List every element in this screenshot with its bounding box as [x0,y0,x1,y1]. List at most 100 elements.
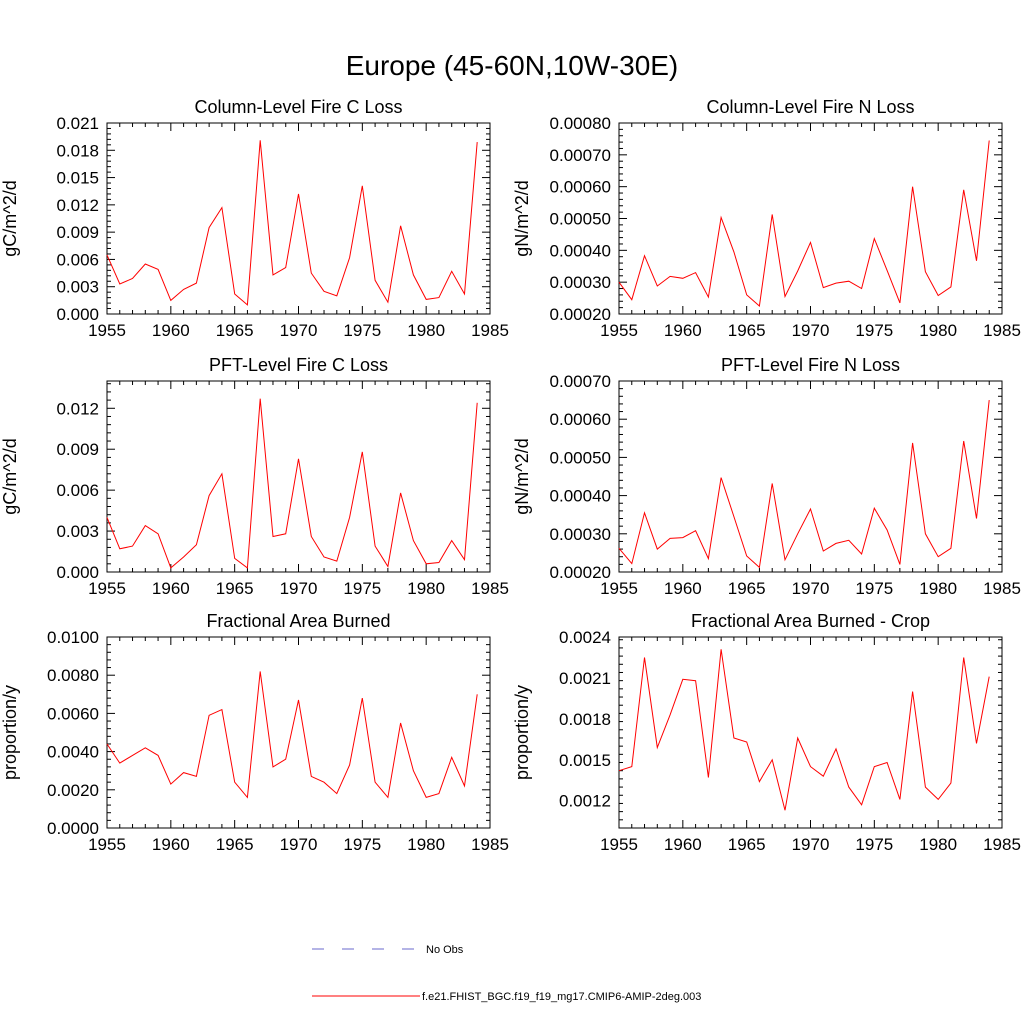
x-tick-label: 1980 [407,579,445,598]
x-tick-label: 1970 [792,835,830,854]
x-tick-label: 1965 [216,321,254,340]
y-tick-label: 0.00020 [550,305,611,324]
x-tick-label: 1960 [152,835,190,854]
panel-pft-level-fire-c-loss: PFT-Level Fire C Loss 1955 1960 1965 1970 197… [0,355,509,598]
y-tick-label: 0.000 [56,305,99,324]
y-tick-label: 0.0015 [559,751,611,770]
y-tick-label: 0.00040 [550,241,611,260]
x-tick-label: 1975 [343,321,381,340]
panel-title: Fractional Area Burned - Crop [691,611,930,631]
x-tick-label: 1965 [728,321,766,340]
y-tick-label: 0.0024 [559,628,611,647]
y-axis-label: gN/m^2/d [512,438,532,514]
x-tick-label: 1975 [855,579,893,598]
panel-title: Fractional Area Burned [206,611,390,631]
x-tick-label: 1960 [664,321,702,340]
y-tick-label: 0.00020 [550,563,611,582]
y-tick-label: 0.00030 [550,525,611,544]
y-tick-label: 0.0018 [559,710,611,729]
x-tick-label: 1965 [728,835,766,854]
series-line [618,649,990,811]
series-line [106,671,478,799]
plot-frame [618,122,1003,315]
y-axis-label: proportion/y [512,685,532,780]
series-line [618,140,990,307]
x-tick-label: 1975 [855,835,893,854]
y-axis-label: gC/m^2/d [0,438,20,514]
y-tick-label: 0.00060 [550,178,611,197]
x-tick-label: 1985 [983,835,1021,854]
legend-model-label: f.e21.FHIST_BGC.f19_f19_mg17.CMIP6-AMIP-… [422,991,701,1003]
x-tick-label: 1970 [792,321,830,340]
x-tick-label: 1955 [88,835,126,854]
x-tick-label: 1965 [728,579,766,598]
y-tick-label: 0.0100 [47,628,99,647]
y-tick-label: 0.006 [56,481,99,500]
x-tick-label: 1980 [407,321,445,340]
x-tick-label: 1985 [471,579,509,598]
x-tick-label: 1985 [983,579,1021,598]
x-tick-label: 1955 [600,321,638,340]
y-axis-label: proportion/y [0,685,20,780]
x-tick-label: 1980 [919,835,957,854]
x-tick-label: 1955 [600,579,638,598]
x-tick-label: 1970 [280,321,318,340]
x-tick-label: 1975 [343,579,381,598]
y-tick-label: 0.0040 [47,743,99,762]
y-axis-label: gC/m^2/d [0,180,20,256]
x-tick-label: 1955 [88,321,126,340]
x-tick-label: 1970 [280,579,318,598]
y-tick-label: 0.0060 [47,704,99,723]
x-tick-label: 1970 [280,835,318,854]
y-tick-label: 0.00030 [550,273,611,292]
y-tick-label: 0.000 [56,563,99,582]
y-tick-label: 0.018 [56,141,99,160]
panel-fractional-area-burned-crop: Fractional Area Burned - Crop 1955 1960 196… [512,611,1021,854]
y-tick-label: 0.0021 [559,669,611,688]
y-tick-label: 0.003 [56,278,99,297]
x-tick-label: 1970 [792,579,830,598]
panel-column-level-fire-n-loss: Column-Level Fire N Loss 1955 1960 1965 1970… [512,97,1021,340]
x-tick-label: 1960 [664,835,702,854]
y-tick-label: 0.015 [56,169,99,188]
y-tick-label: 0.006 [56,250,99,269]
x-tick-label: 1980 [407,835,445,854]
y-tick-label: 0.0020 [47,781,99,800]
x-tick-label: 1955 [600,835,638,854]
x-tick-label: 1960 [152,321,190,340]
panel-title: PFT-Level Fire N Loss [721,355,900,375]
x-tick-label: 1965 [216,835,254,854]
x-tick-label: 1975 [855,321,893,340]
y-tick-label: 0.00050 [550,210,611,229]
x-tick-label: 1960 [664,579,702,598]
x-tick-label: 1975 [343,835,381,854]
plot-frame [106,636,491,829]
x-tick-label: 1960 [152,579,190,598]
panel-title: Column-Level Fire C Loss [194,97,402,117]
x-tick-label: 1980 [919,321,957,340]
series-line [106,140,478,306]
y-tick-label: 0.00080 [550,114,611,133]
x-tick-label: 1980 [919,579,957,598]
plot-frame [106,380,491,573]
plot-frame [618,380,1003,573]
y-tick-label: 0.009 [56,223,99,242]
y-tick-label: 0.00070 [550,372,611,391]
x-tick-label: 1985 [983,321,1021,340]
x-tick-label: 1955 [88,579,126,598]
y-tick-label: 0.00060 [550,410,611,429]
x-tick-label: 1985 [471,321,509,340]
panel-fractional-area-burned: Fractional Area Burned 1955 1960 1965 1970 19… [0,611,509,854]
y-tick-label: 0.009 [56,440,99,459]
y-tick-label: 0.00070 [550,146,611,165]
y-tick-label: 0.012 [56,196,99,215]
figure-title: Europe (45-60N,10W-30E) [346,50,679,81]
y-tick-label: 0.00050 [550,448,611,467]
panels: Column-Level Fire C Loss 1955 1960 1965 1970… [0,97,1021,854]
y-tick-label: 0.0012 [559,792,611,811]
y-tick-label: 0.0000 [47,819,99,838]
y-tick-label: 0.021 [56,114,99,133]
panel-pft-level-fire-n-loss: PFT-Level Fire N Loss 1955 1960 1965 1970 197… [512,355,1021,598]
panel-title: Column-Level Fire N Loss [706,97,914,117]
series-line [106,398,478,569]
